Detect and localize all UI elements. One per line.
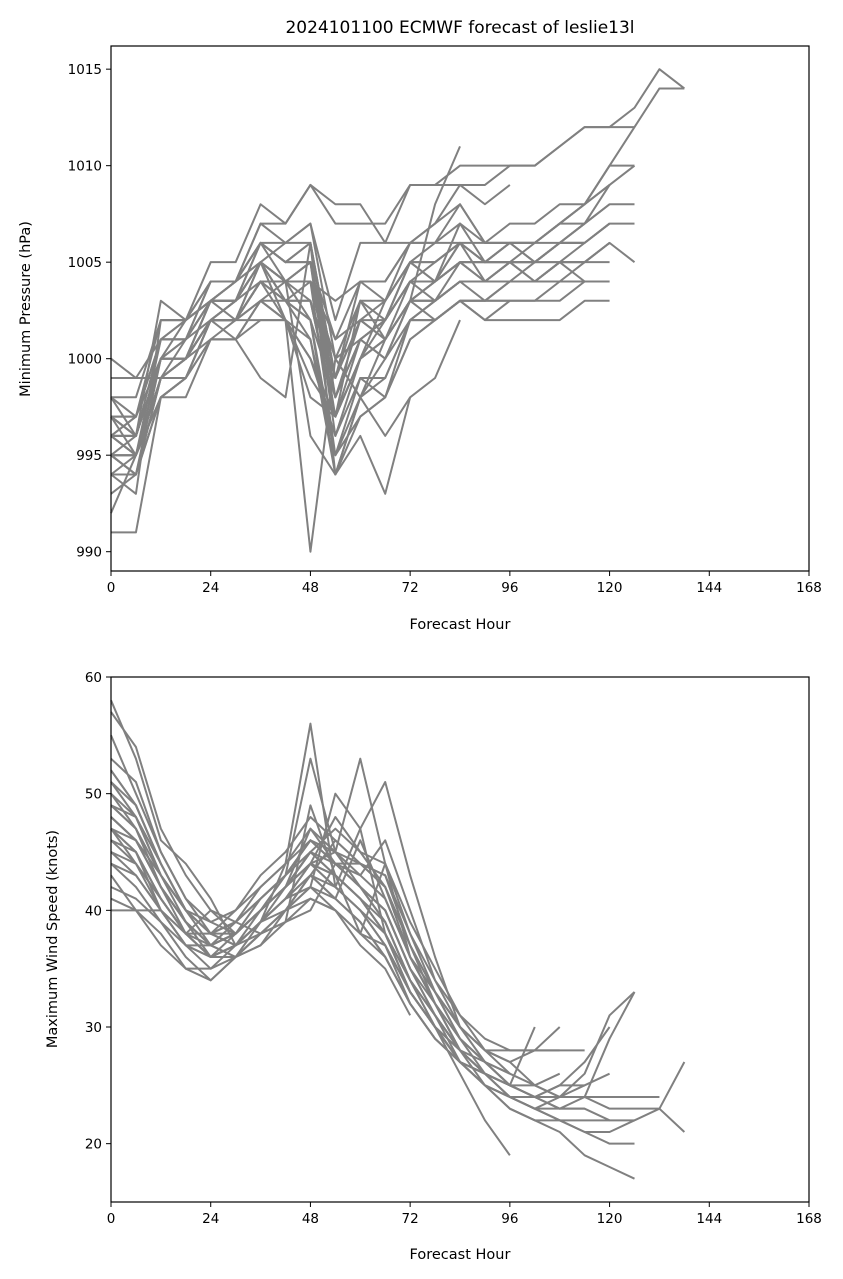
pressure-series-line-13 (110, 280, 610, 457)
pressure-series-line-28 (110, 241, 412, 495)
wind-y-tick-label: 20 (85, 1137, 102, 1153)
wind-series-line-17 (110, 804, 511, 1075)
pressure-plot-frame (110, 45, 810, 572)
wind-axis-ticks: 0 24 48 72 96 120 144 168 20 30 40 50 60 (85, 670, 822, 1227)
pressure-y-axis-label: Minimum Pressure (hPa) (18, 221, 34, 397)
wind-series-line-13 (110, 757, 585, 1052)
pressure-series-lines (110, 68, 685, 553)
wind-series-line-28 (110, 816, 461, 1052)
pressure-x-axis-label: Forecast Hour (410, 617, 511, 633)
pressure-series-line-29 (110, 261, 461, 476)
wind-series-line-3 (110, 769, 686, 1122)
wind-plot-frame (110, 676, 810, 1203)
wind-x-tick-label: 24 (202, 1211, 219, 1227)
pressure-chart: 2024101100 ECMWF forecast of leslie13l F… (18, 18, 822, 633)
wind-series-line-29 (110, 828, 486, 1075)
wind-y-tick-label: 30 (85, 1020, 102, 1036)
wind-chart: Forecast Hour Maximum Wind Speed (knots)… (45, 670, 822, 1263)
pressure-x-tick-label: 144 (696, 580, 722, 596)
pressure-x-tick-label: 0 (107, 580, 116, 596)
wind-x-axis-label: Forecast Hour (410, 1247, 511, 1263)
wind-x-tick-label: 72 (402, 1211, 419, 1227)
wind-y-tick-label: 50 (85, 787, 102, 803)
wind-x-tick-label: 120 (597, 1211, 623, 1227)
pressure-x-tick-label: 48 (302, 580, 319, 596)
pressure-y-tick-label: 1015 (68, 62, 102, 78)
pressure-chart-title: 2024101100 ECMWF forecast of leslie13l (285, 18, 634, 38)
pressure-x-tick-label: 96 (501, 580, 518, 596)
pressure-y-tick-label: 995 (76, 448, 102, 464)
pressure-y-tick-label: 1000 (68, 352, 102, 368)
wind-x-tick-label: 48 (302, 1211, 319, 1227)
wind-series-line-1 (110, 711, 635, 1133)
pressure-y-tick-label: 990 (76, 545, 102, 561)
wind-series-line-23 (110, 897, 412, 1016)
pressure-series-line-31 (110, 261, 461, 457)
pressure-x-tick-label: 168 (796, 580, 822, 596)
wind-y-tick-label: 60 (85, 670, 102, 686)
pressure-y-tick-label: 1010 (68, 159, 102, 175)
wind-series-line-26 (110, 781, 610, 1122)
pressure-x-tick-label: 72 (402, 580, 419, 596)
pressure-x-tick-label: 120 (597, 580, 623, 596)
wind-y-tick-label: 40 (85, 903, 102, 919)
pressure-y-tick-label: 1005 (68, 255, 102, 271)
wind-x-tick-label: 0 (107, 1211, 116, 1227)
pressure-series-line-30 (110, 241, 461, 437)
wind-series-lines (110, 699, 686, 1180)
wind-series-line-2 (110, 734, 686, 1133)
pressure-x-tick-label: 24 (202, 580, 219, 596)
wind-series-line-0 (110, 699, 511, 1156)
wind-x-tick-label: 96 (501, 1211, 518, 1227)
wind-y-axis-label: Maximum Wind Speed (knots) (45, 830, 61, 1048)
pressure-axis-ticks: 0 24 48 72 96 120 144 168 990 995 1000 1005 1010 1015 (68, 62, 822, 596)
wind-x-tick-label: 144 (696, 1211, 722, 1227)
wind-x-tick-label: 168 (796, 1211, 822, 1227)
